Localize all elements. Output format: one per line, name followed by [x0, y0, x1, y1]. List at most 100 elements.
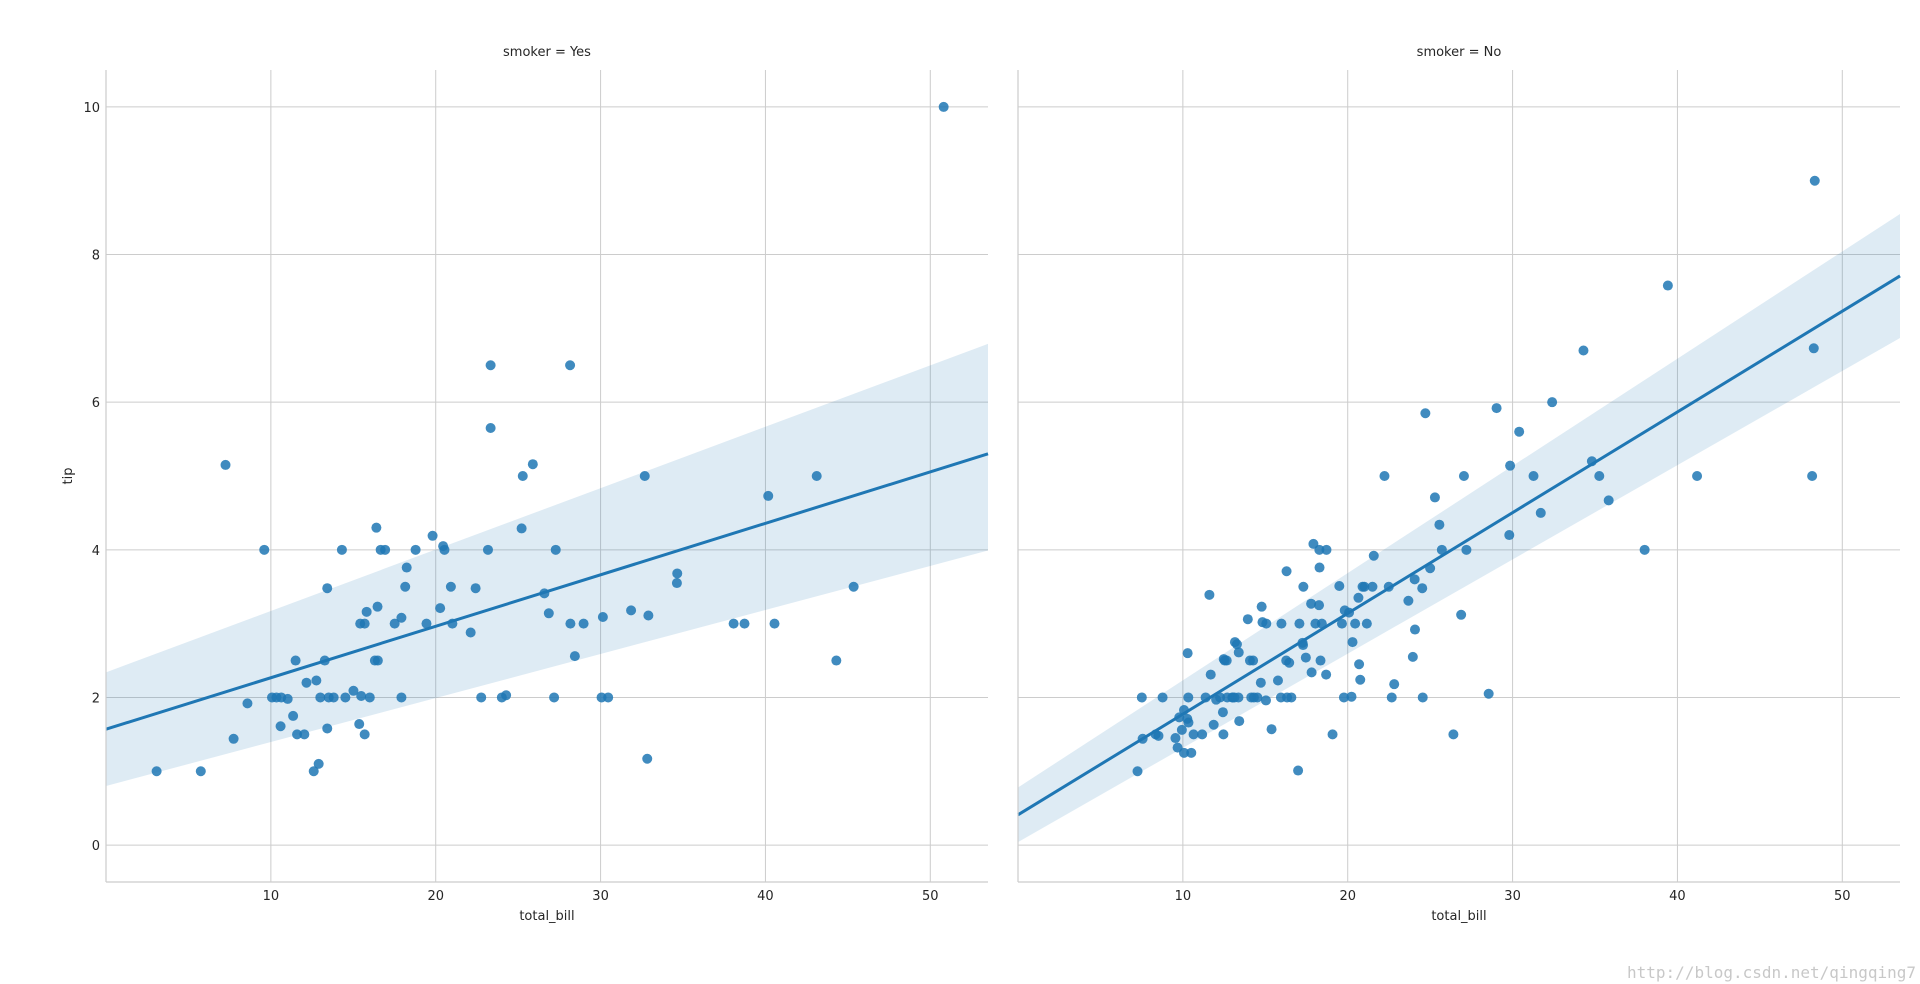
- scatter-point: [195, 766, 206, 777]
- x-tick-label: 40: [1669, 889, 1686, 904]
- confidence-band: [106, 343, 988, 787]
- scatter-point: [763, 490, 774, 501]
- scatter-point: [1662, 280, 1673, 291]
- scatter-point: [603, 692, 614, 703]
- scatter-point: [597, 611, 608, 622]
- scatter-point: [1359, 581, 1370, 592]
- y-axis-label: tip: [61, 468, 76, 485]
- scatter-point: [1448, 729, 1459, 740]
- scatter-point: [1409, 624, 1420, 635]
- scatter-point: [315, 692, 326, 703]
- scatter-point: [1458, 471, 1469, 481]
- scatter-point: [1578, 345, 1589, 356]
- scatter-point: [1692, 471, 1703, 481]
- scatter-point: [1284, 657, 1295, 668]
- scatter-point: [1639, 544, 1650, 555]
- scatter-point: [1272, 675, 1283, 686]
- scatter-point: [1231, 639, 1242, 650]
- x-tick-label: 40: [757, 889, 774, 904]
- scatter-point: [1218, 729, 1229, 740]
- scatter-point: [1157, 692, 1168, 703]
- scatter-point: [1321, 669, 1332, 680]
- watermark-url: http://blog.csdn.net/qingqing7: [1627, 963, 1916, 982]
- scatter-point: [626, 605, 637, 616]
- scatter-point: [1314, 562, 1325, 573]
- scatter-point: [356, 690, 367, 701]
- scatter-point: [1300, 652, 1311, 663]
- scatter-point: [1176, 724, 1187, 735]
- scatter-point: [288, 710, 299, 721]
- scatter-point: [308, 766, 319, 777]
- scatter-point: [1353, 592, 1364, 603]
- scatter-point: [517, 471, 528, 481]
- scatter-point: [1505, 460, 1516, 471]
- x-tick-label: 30: [1504, 889, 1521, 904]
- scatter-point: [1281, 566, 1292, 577]
- scatter-point: [1346, 691, 1357, 702]
- scatter-point: [1136, 692, 1147, 703]
- scatter-point: [1514, 426, 1525, 437]
- scatter-point: [1293, 765, 1304, 776]
- scatter-point: [516, 523, 527, 534]
- scatter-point: [421, 618, 432, 629]
- scatter-point: [1809, 175, 1820, 186]
- scatter-point: [1186, 747, 1197, 758]
- scatter-point: [1350, 618, 1361, 629]
- scatter-point: [1434, 519, 1445, 530]
- scatter-point: [410, 544, 421, 555]
- scatter-point: [1367, 581, 1378, 592]
- scatter-point: [445, 581, 456, 592]
- scatter-point: [1456, 609, 1467, 620]
- scatter-point: [1386, 692, 1397, 703]
- x-tick-label: 10: [263, 889, 280, 904]
- scatter-point: [769, 618, 780, 629]
- scatter-point: [1403, 595, 1414, 606]
- scatter-point: [1255, 677, 1266, 688]
- scatter-point: [1205, 669, 1216, 680]
- scatter-point: [938, 101, 949, 112]
- regression-line: [105, 452, 989, 731]
- scatter-point: [1436, 544, 1447, 555]
- scatter-point: [1215, 692, 1226, 703]
- scatter-point: [1807, 471, 1818, 481]
- x-tick-label: 20: [1339, 889, 1356, 904]
- scatter-point: [1336, 618, 1347, 629]
- x-axis-label-right: total_bill: [1431, 909, 1486, 924]
- x-tick-label: 30: [592, 889, 609, 904]
- scatter-point: [728, 618, 739, 629]
- scatter-point: [328, 692, 339, 703]
- scatter-point: [1420, 408, 1431, 419]
- scatter-point: [359, 618, 370, 629]
- scatter-point: [1208, 719, 1219, 730]
- scatter-point: [427, 530, 438, 541]
- scatter-point: [301, 677, 312, 688]
- scatter-point: [220, 459, 231, 470]
- panel-title-smoker-yes: smoker = Yes: [503, 45, 591, 60]
- scatter-point: [364, 692, 375, 703]
- scatter-point: [639, 471, 650, 481]
- scatter-point: [401, 562, 412, 573]
- scatter-point: [1188, 729, 1199, 740]
- scatter-point: [1233, 692, 1244, 703]
- scatter-point: [1256, 601, 1267, 612]
- scatter-point: [1260, 695, 1271, 706]
- scatter-point: [1234, 716, 1245, 727]
- scatter-point: [396, 612, 407, 623]
- scatter-point: [1183, 717, 1194, 728]
- scatter-point: [1528, 471, 1539, 481]
- scatter-point: [400, 581, 411, 592]
- scatter-point: [372, 601, 383, 612]
- scatter-point: [1491, 403, 1502, 414]
- scatter-point: [1483, 688, 1494, 699]
- scatter-point: [550, 544, 561, 555]
- scatter-point: [642, 753, 653, 764]
- scatter-point: [1603, 495, 1614, 506]
- x-tick-label: 10: [1175, 889, 1192, 904]
- scatter-point: [1314, 600, 1325, 611]
- scatter-point: [643, 610, 654, 621]
- scatter-point: [1233, 647, 1244, 658]
- scatter-point: [1504, 530, 1515, 541]
- y-tick-label: 2: [92, 691, 100, 706]
- scatter-point: [290, 655, 301, 666]
- scatter-point: [1321, 544, 1332, 555]
